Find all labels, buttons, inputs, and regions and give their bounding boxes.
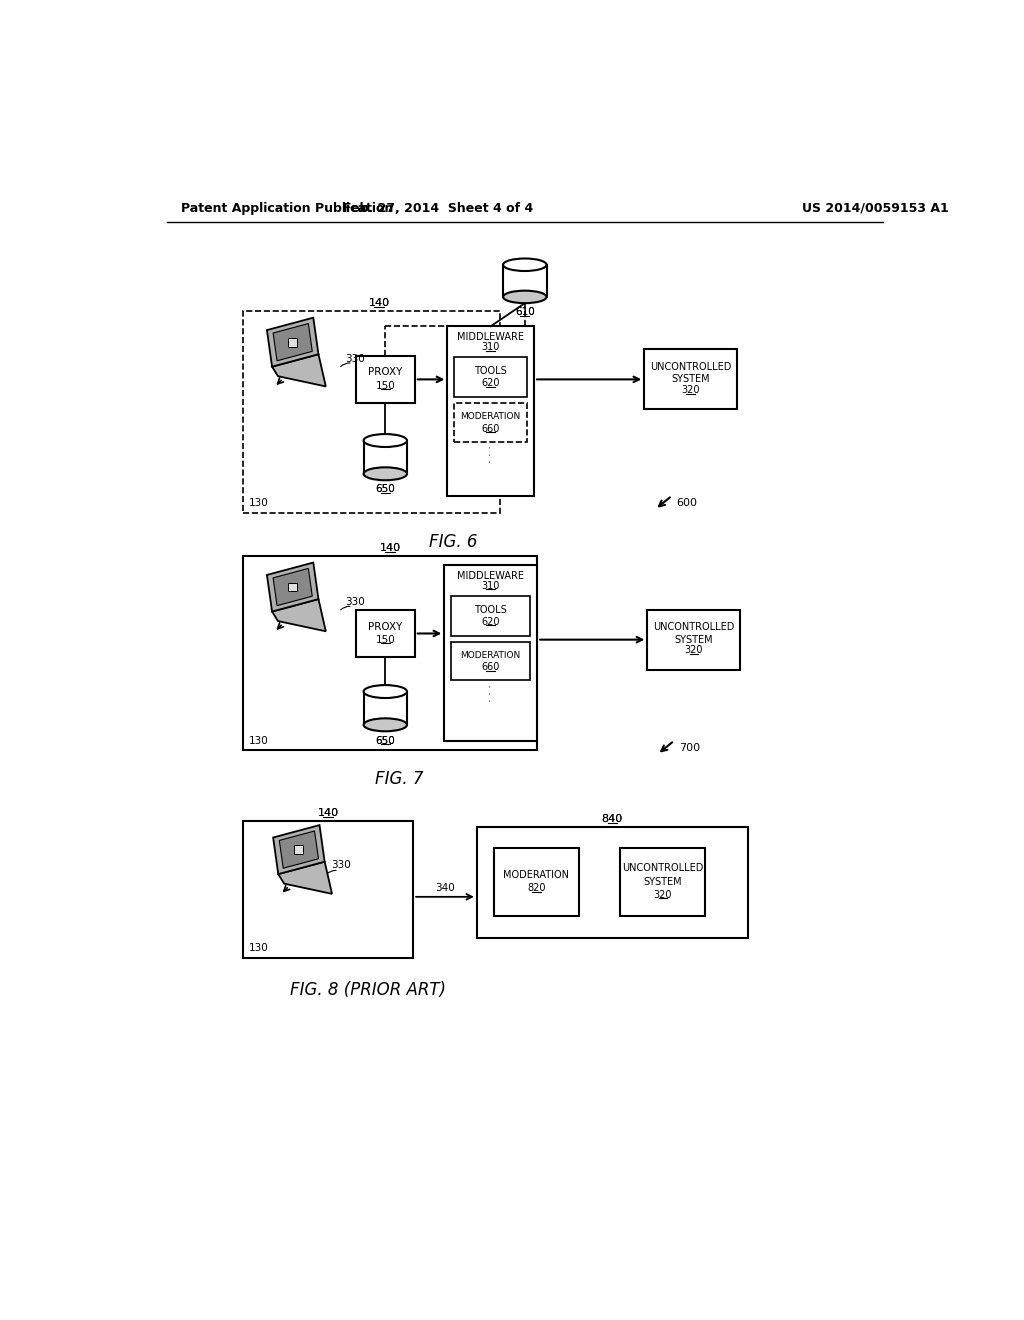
Text: MIDDLEWARE: MIDDLEWARE	[457, 570, 524, 581]
Text: 330: 330	[345, 597, 365, 607]
Bar	[356, 355, 415, 404]
Text: 650: 650	[376, 484, 395, 495]
Text: 320: 320	[653, 890, 672, 899]
Text: 600: 600	[677, 499, 697, 508]
Text: MIDDLEWARE: MIDDLEWARE	[457, 333, 524, 342]
Text: 330: 330	[331, 861, 351, 870]
Text: · · ·: · · ·	[485, 445, 496, 463]
Bar	[364, 441, 407, 474]
Text: 840: 840	[602, 814, 623, 824]
Polygon shape	[289, 582, 297, 591]
Polygon shape	[280, 832, 318, 869]
Polygon shape	[272, 354, 326, 387]
Bar	[452, 642, 530, 681]
Text: 140: 140	[379, 543, 400, 553]
Text: 610: 610	[515, 308, 535, 317]
Text: TOOLS: TOOLS	[474, 605, 507, 615]
Bar	[243, 312, 500, 512]
Text: 620: 620	[481, 379, 500, 388]
Text: 140: 140	[317, 808, 339, 818]
Polygon shape	[295, 845, 303, 854]
Text: UNCONTROLLED: UNCONTROLLED	[622, 863, 703, 874]
Text: PROXY: PROXY	[368, 367, 402, 378]
Text: 130: 130	[249, 735, 268, 746]
Polygon shape	[273, 569, 312, 606]
Text: MODERATION: MODERATION	[504, 870, 569, 880]
Polygon shape	[289, 338, 297, 347]
Bar	[455, 358, 527, 397]
Text: TOOLS: TOOLS	[474, 366, 507, 376]
Bar	[447, 326, 535, 496]
Polygon shape	[273, 323, 312, 360]
Bar	[455, 404, 527, 442]
Text: SYSTEM: SYSTEM	[675, 635, 713, 644]
Text: PROXY: PROXY	[368, 622, 402, 631]
Bar	[503, 265, 547, 297]
Text: 650: 650	[376, 735, 395, 746]
Text: 310: 310	[481, 581, 500, 591]
Bar	[356, 610, 415, 657]
Text: 150: 150	[376, 635, 395, 644]
Text: 330: 330	[345, 354, 365, 363]
Bar	[477, 826, 748, 939]
Text: Patent Application Publication: Patent Application Publication	[180, 202, 393, 215]
Ellipse shape	[364, 467, 407, 480]
Text: 140: 140	[369, 298, 389, 308]
Text: SYSTEM: SYSTEM	[643, 878, 682, 887]
Text: 660: 660	[481, 663, 500, 672]
Text: 660: 660	[481, 424, 500, 434]
Ellipse shape	[503, 290, 547, 304]
Text: · · ·: · · ·	[485, 684, 496, 702]
Text: FIG. 7: FIG. 7	[375, 770, 424, 788]
Text: 130: 130	[249, 944, 268, 953]
Text: 320: 320	[684, 645, 703, 656]
Text: 700: 700	[679, 743, 700, 754]
Ellipse shape	[364, 718, 407, 731]
Text: FIG. 6: FIG. 6	[429, 533, 478, 550]
Text: 150: 150	[376, 380, 395, 391]
Text: 620: 620	[481, 616, 500, 627]
Ellipse shape	[503, 259, 547, 271]
Text: 140: 140	[369, 298, 389, 308]
Text: UNCONTROLLED: UNCONTROLLED	[650, 362, 731, 372]
Text: US 2014/0059153 A1: US 2014/0059153 A1	[802, 202, 949, 215]
Bar	[243, 821, 414, 958]
Bar	[364, 692, 407, 725]
Text: FIG. 8 (PRIOR ART): FIG. 8 (PRIOR ART)	[290, 981, 446, 999]
Polygon shape	[267, 562, 318, 611]
Bar	[494, 849, 579, 916]
Text: 310: 310	[481, 342, 500, 352]
Text: SYSTEM: SYSTEM	[672, 375, 710, 384]
Text: 820: 820	[527, 883, 546, 894]
Text: 140: 140	[379, 543, 400, 553]
Text: UNCONTROLLED: UNCONTROLLED	[653, 622, 734, 632]
Polygon shape	[279, 862, 332, 894]
Bar	[647, 610, 740, 669]
Bar	[444, 565, 538, 741]
Text: 320: 320	[681, 385, 699, 395]
Bar	[644, 350, 737, 409]
Ellipse shape	[364, 685, 407, 698]
Polygon shape	[273, 825, 325, 874]
Text: 140: 140	[317, 808, 339, 818]
Text: MODERATION: MODERATION	[461, 412, 521, 421]
Text: 650: 650	[376, 735, 395, 746]
Bar	[452, 595, 530, 636]
Text: 340: 340	[435, 883, 455, 892]
Ellipse shape	[364, 434, 407, 447]
Bar	[243, 556, 538, 750]
Text: 650: 650	[376, 484, 395, 495]
Text: 130: 130	[249, 499, 268, 508]
Bar	[621, 849, 706, 916]
Polygon shape	[272, 599, 326, 631]
Text: 610: 610	[515, 308, 535, 317]
Text: 840: 840	[602, 814, 623, 824]
Text: Feb. 27, 2014  Sheet 4 of 4: Feb. 27, 2014 Sheet 4 of 4	[343, 202, 534, 215]
Polygon shape	[267, 318, 318, 367]
Text: MODERATION: MODERATION	[461, 651, 521, 660]
